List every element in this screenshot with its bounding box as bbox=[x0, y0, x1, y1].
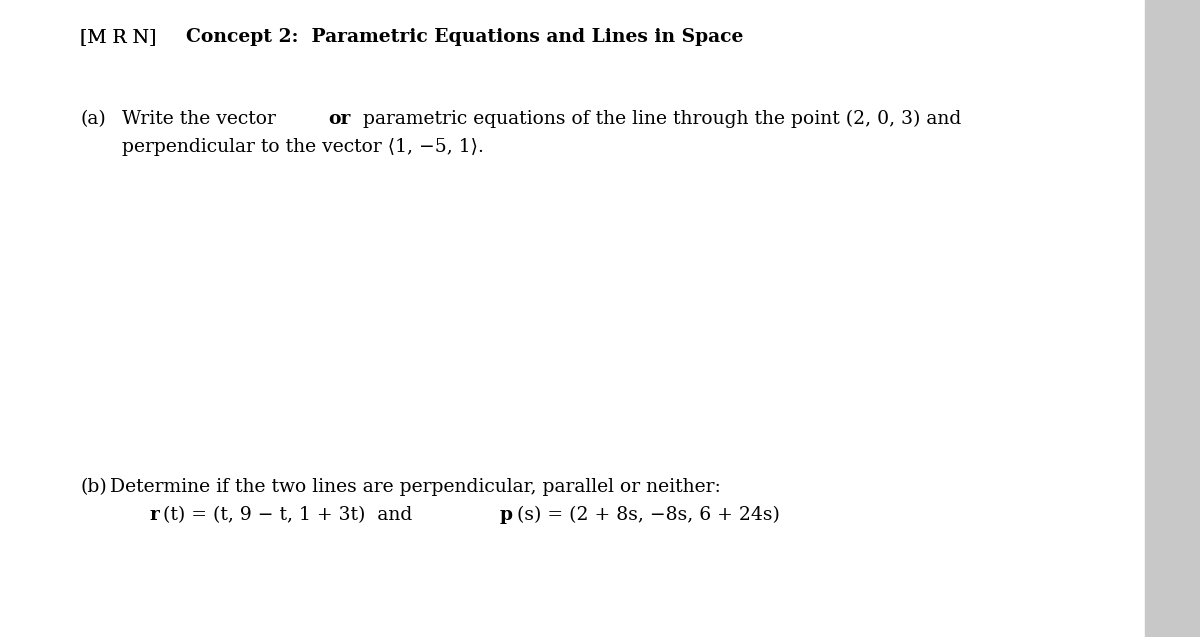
Text: p: p bbox=[500, 506, 512, 524]
Text: perpendicular to the vector ⟨1, −5, 1⟩.: perpendicular to the vector ⟨1, −5, 1⟩. bbox=[122, 138, 484, 156]
Text: Concept 2:  Parametric Equations and Lines in Space: Concept 2: Parametric Equations and Line… bbox=[186, 28, 744, 46]
Text: (a): (a) bbox=[80, 110, 106, 128]
Text: [M R N]: [M R N] bbox=[80, 28, 162, 46]
Text: Determine if the two lines are perpendicular, parallel or neither:: Determine if the two lines are perpendic… bbox=[110, 478, 721, 496]
Text: (b): (b) bbox=[80, 478, 107, 496]
Text: or: or bbox=[329, 110, 350, 128]
Text: r: r bbox=[150, 506, 160, 524]
Text: Write the vector: Write the vector bbox=[122, 110, 282, 128]
Text: [M R N]: [M R N] bbox=[80, 28, 162, 46]
Text: parametric equations of the line through the point (2, 0, 3) and: parametric equations of the line through… bbox=[358, 110, 961, 128]
Bar bbox=[1145, 0, 1200, 637]
Text: (t) = (t, 9 − t, 1 + 3t)  and: (t) = (t, 9 − t, 1 + 3t) and bbox=[163, 506, 424, 524]
Text: (s) = (2 + 8s, −8s, 6 + 24s): (s) = (2 + 8s, −8s, 6 + 24s) bbox=[517, 506, 780, 524]
